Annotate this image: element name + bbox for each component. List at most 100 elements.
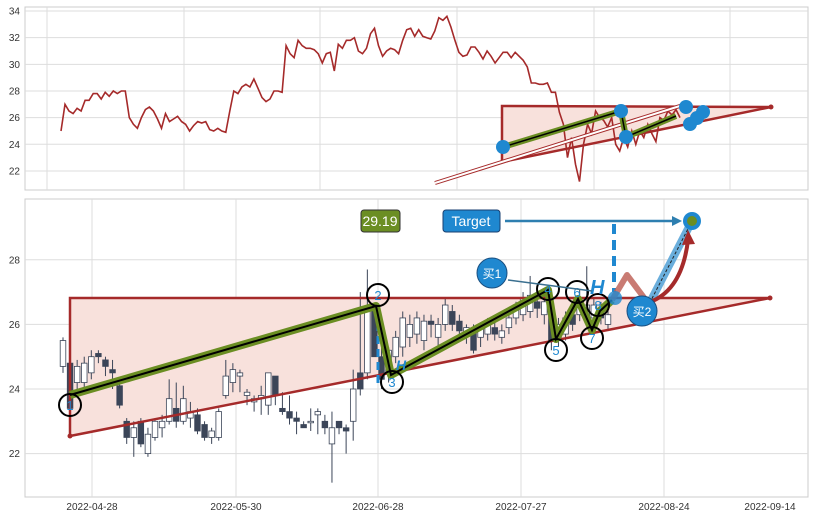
candle-body [449,311,456,325]
candle-body [604,314,612,325]
top-y-tick: 24 [9,140,21,151]
candle-body [88,356,95,374]
candle-body [342,427,350,432]
candle-body [109,369,116,374]
pattern-point-circle [366,283,390,307]
triangle-apex [767,295,773,301]
candle [215,408,222,441]
candle-body [434,323,442,338]
buy2-badge [626,295,658,327]
h-marker: H [590,277,605,299]
pattern-point-label: 4 [544,282,551,297]
candle [130,421,137,457]
breakout-dot [608,291,622,305]
pattern-point-circle [58,393,82,417]
candle-body [314,411,322,416]
candle [349,369,357,441]
top-y-tick: 22 [9,166,21,177]
pattern-point-label: 3 [388,375,395,390]
x-tick-label: 2022-08-24 [638,502,690,513]
target-dot-inner [687,216,697,226]
candle [406,314,414,348]
bottom-y-tick: 26 [9,320,21,331]
top-y-tick: 32 [9,33,21,44]
top-y-tick: 26 [9,113,21,124]
candle-body [144,433,152,455]
pattern-point-circle [580,326,604,350]
candle [229,363,237,393]
candle-body [229,369,237,383]
candle [59,337,67,373]
bottom-y-tick: 28 [9,255,21,266]
candle [243,389,251,406]
candle-body [349,388,357,422]
candle-body [73,365,81,383]
candle-body [201,424,208,438]
pattern-point-label: 8 [594,298,601,313]
candle-body [286,411,293,419]
candle-body [321,420,329,429]
price-line [60,14,681,182]
candle [420,314,428,351]
candle-body [116,385,123,406]
candle [498,324,506,344]
candle-body [236,372,244,377]
target-badge [442,209,501,233]
h-marker: H [396,357,407,373]
candle-body [165,398,173,422]
candle-body [498,330,506,338]
x-tick-label: 2022-09-14 [744,502,796,513]
candle-body [293,417,300,422]
pattern-point-label: 2 [374,288,381,303]
candle [208,427,215,444]
candle-body [406,323,414,338]
x-tick-label: 2022-06-28 [352,502,404,513]
candle [604,308,612,331]
candle [180,385,187,425]
candle-body [505,317,513,329]
triangle-base [67,433,73,439]
candle [321,414,329,435]
candle-body [364,307,371,374]
buy1-pointer [507,279,593,292]
candle-body [59,340,67,367]
top-arrow [434,104,684,184]
candle-body [442,304,449,325]
candle [279,392,286,415]
candle-body [123,420,130,438]
candle [300,421,307,429]
top-pattern-dot [619,130,633,144]
x-tick-label: 2022-07-27 [495,502,547,513]
candle [102,356,109,377]
pattern-point-circle [536,277,560,301]
candle-body [222,375,229,396]
candle-body [194,414,201,432]
candle [116,382,123,409]
candle-body [307,420,314,424]
candle-body [300,424,307,429]
candle [194,408,201,435]
candle-body [392,336,399,358]
candle [151,418,159,441]
candle [81,356,88,389]
candle-body [81,362,88,383]
target-price-badge [360,209,401,233]
candle-body [137,420,145,445]
candle-body [534,301,541,309]
candle [201,421,208,441]
candle-body [272,375,279,396]
pattern-point-circle [565,280,589,304]
candle [144,427,152,457]
candle [123,418,130,444]
candle [95,350,102,364]
candle-body [357,372,364,390]
buy2-label: 买2 [633,305,652,319]
candle [342,424,350,454]
candle [392,330,399,364]
candle-body [328,427,336,445]
candle [236,369,244,393]
pattern-point-label: 7 [588,331,595,346]
candle-body [130,427,137,438]
candle-body [102,359,109,367]
